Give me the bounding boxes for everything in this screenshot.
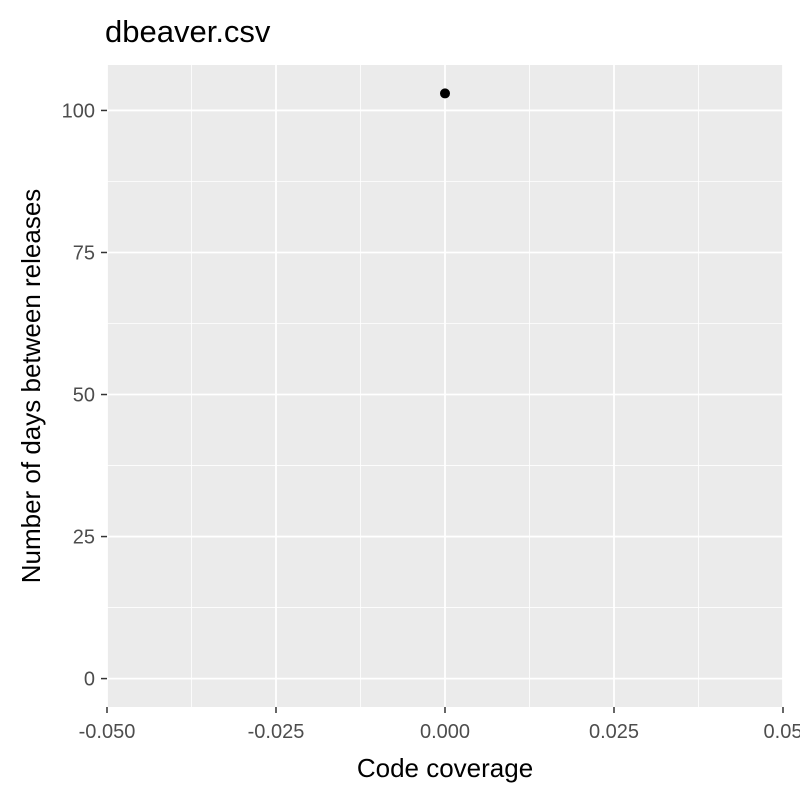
x-axis-ticks: -0.050 -0.025 0.000 0.025 0.05 [79, 707, 800, 743]
y-tick-label: 100 [62, 100, 95, 122]
x-axis-title: Code coverage [357, 753, 533, 783]
major-gridlines [106, 65, 784, 707]
x-tick-label: 0.025 [589, 721, 639, 743]
x-tick-label: 0.05 [764, 721, 800, 743]
x-tick-label: 0.000 [420, 721, 470, 743]
y-axis-title: Number of days between releases [16, 189, 46, 584]
y-tick-label: 50 [73, 385, 95, 407]
y-tick-label: 25 [73, 527, 95, 549]
y-axis-ticks: 0 25 50 75 100 [62, 100, 107, 691]
y-tick-label: 0 [84, 669, 95, 691]
data-points [440, 88, 450, 99]
x-tick-label: -0.050 [79, 721, 136, 743]
x-tick-label: -0.025 [248, 721, 305, 743]
data-point [440, 88, 450, 99]
chart-title: dbeaver.csv [105, 14, 271, 49]
y-tick-label: 75 [73, 242, 95, 264]
